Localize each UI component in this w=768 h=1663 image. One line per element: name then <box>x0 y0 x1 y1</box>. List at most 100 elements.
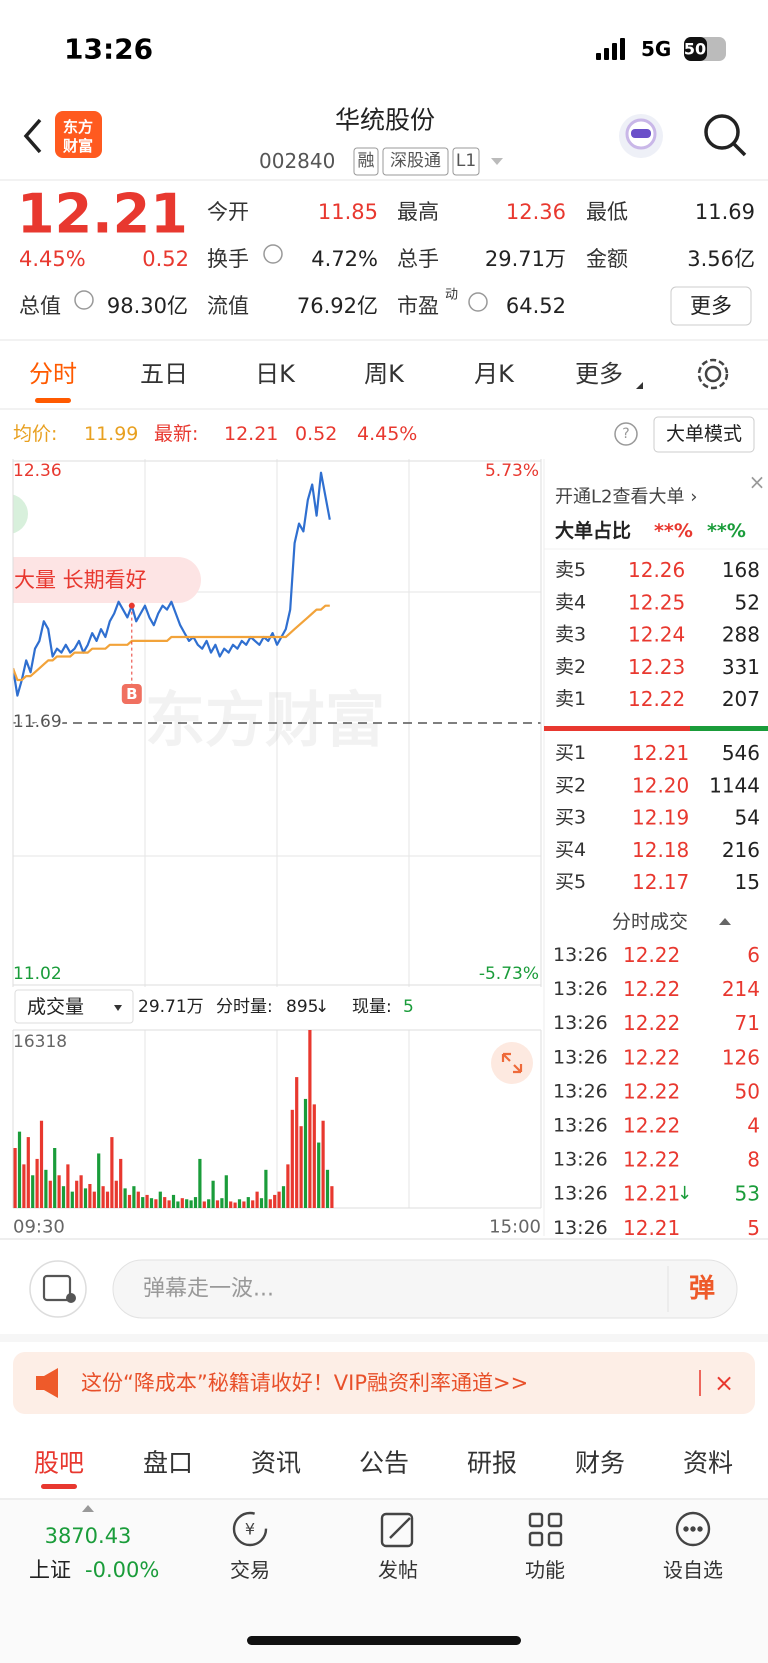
trade-price: 12.22 <box>623 1011 680 1035</box>
nav-label[interactable]: 设自选 <box>663 1558 723 1582</box>
watchlist-icon[interactable] <box>675 1511 711 1547</box>
volume-bar <box>224 1175 228 1208</box>
nav-label[interactable]: 发帖 <box>378 1558 418 1582</box>
trade-icon[interactable]: ¥ <box>232 1511 268 1547</box>
reference-label: 11.69 <box>13 712 62 732</box>
promo-close[interactable]: × <box>714 1369 734 1397</box>
section-tab[interactable]: 研报 <box>467 1449 517 1478</box>
index-value: 3870.43 <box>45 1524 132 1548</box>
order-volume: 207 <box>722 687 760 711</box>
order-price: 12.23 <box>628 655 685 679</box>
comment-input[interactable] <box>112 1259 738 1319</box>
trade-volume: 5 <box>747 1216 760 1240</box>
tab[interactable]: 五日 <box>140 360 188 388</box>
volume-bar <box>268 1199 272 1208</box>
tab[interactable]: 分时 <box>29 360 77 388</box>
nav-label[interactable]: 交易 <box>230 1558 270 1582</box>
trade-volume: 214 <box>722 977 760 1001</box>
indicator-label: 成交量 <box>27 996 84 1018</box>
volume-bar <box>53 1148 57 1208</box>
order-volume: 15 <box>735 870 760 894</box>
latest-change: 0.52 <box>295 423 337 445</box>
volume-bar <box>202 1201 206 1208</box>
trades-title: 分时成交 <box>612 911 688 933</box>
section-tab[interactable]: 财务 <box>575 1449 625 1478</box>
trade-time: 13:26 <box>553 1217 608 1239</box>
help-icon[interactable] <box>614 422 638 446</box>
trade-price: 12.22 <box>623 1148 680 1172</box>
trades-caret[interactable] <box>719 918 731 925</box>
tab[interactable]: 更多 <box>575 360 623 388</box>
volume-bar <box>312 1104 316 1208</box>
stat-value: 11.69 <box>695 200 755 224</box>
search-button[interactable] <box>704 114 747 157</box>
order-volume: 546 <box>722 741 760 765</box>
stock-code: 002840 <box>259 149 335 173</box>
minute-volume-label: 分时量: <box>216 997 273 1017</box>
assistant-avatar[interactable] <box>619 114 663 158</box>
watermark: 东方财富 <box>145 686 385 756</box>
mode-button[interactable] <box>653 416 755 453</box>
volume-bar <box>92 1191 96 1208</box>
trade-time: 13:26 <box>553 978 608 1000</box>
more-button[interactable] <box>670 286 752 326</box>
trade-time: 13:26 <box>553 1115 608 1137</box>
function-icon[interactable] <box>528 1512 563 1547</box>
index-caret[interactable] <box>82 1505 94 1512</box>
avg-value: 11.99 <box>84 423 138 445</box>
volume-bar <box>281 1186 286 1208</box>
volume-bar <box>189 1200 193 1208</box>
back-button[interactable] <box>23 118 42 154</box>
volume-bar <box>330 1186 334 1208</box>
app-logo-text: 财富 <box>63 137 93 155</box>
expand-button[interactable] <box>491 1042 533 1084</box>
banner-text: 放大量 长期看好 <box>0 568 147 592</box>
change: 0.52 <box>142 247 189 271</box>
volume-bar <box>233 1202 237 1208</box>
l2-link[interactable]: 开通L2查看大单 › <box>555 487 697 508</box>
divider <box>0 1334 768 1342</box>
volume-bar <box>35 1158 39 1208</box>
order-label: 卖2 <box>555 656 586 678</box>
volume-bar <box>321 1120 325 1208</box>
close-button[interactable]: × <box>749 470 766 494</box>
indicator-select[interactable] <box>14 989 134 1024</box>
order-volume: 52 <box>735 590 760 614</box>
nav-label[interactable]: 功能 <box>525 1558 565 1582</box>
section-tab[interactable]: 盘口 <box>143 1449 193 1478</box>
mode-button-label: 大单模式 <box>666 423 742 445</box>
volume-bar <box>220 1198 224 1208</box>
post-icon[interactable] <box>380 1512 414 1548</box>
volume-bar <box>308 1030 312 1208</box>
dropdown-caret[interactable] <box>491 158 503 165</box>
info-icon[interactable] <box>468 292 488 312</box>
promo-banner[interactable] <box>13 1352 755 1414</box>
last-price: 12.21 <box>17 183 188 246</box>
volume-bar <box>110 1137 114 1208</box>
tab[interactable]: 日K <box>255 360 296 388</box>
section-tab[interactable]: 资料 <box>683 1449 733 1478</box>
tab[interactable]: 周K <box>364 360 405 388</box>
price-chart: 东方财富 放大量 长期看好 B <box>0 471 385 756</box>
settings-button[interactable] <box>697 358 729 390</box>
section-tab[interactable]: 资讯 <box>251 1449 301 1478</box>
comment-button[interactable]: 弹 <box>689 1274 715 1304</box>
volume-bar <box>31 1175 35 1208</box>
info-icon[interactable] <box>74 290 94 310</box>
tab[interactable]: 月K <box>474 360 515 388</box>
trade-price: 12.21 <box>623 1182 680 1206</box>
volume-bar <box>57 1175 61 1208</box>
info-icon[interactable] <box>263 244 283 264</box>
section-tab[interactable]: 股吧 <box>34 1449 84 1478</box>
status-network: 5G <box>641 37 671 61</box>
index-change: -0.00% <box>85 1558 159 1582</box>
svg-text:¥: ¥ <box>245 1520 255 1539</box>
stat-label-sup: 动 <box>445 288 458 303</box>
order-volume: 331 <box>722 655 760 679</box>
marker-badge <box>121 684 142 704</box>
volume-bar <box>114 1180 118 1208</box>
comment-icon[interactable] <box>29 1260 87 1318</box>
section-tab[interactable]: 公告 <box>359 1449 409 1478</box>
stat-label: 总值 <box>19 294 61 318</box>
